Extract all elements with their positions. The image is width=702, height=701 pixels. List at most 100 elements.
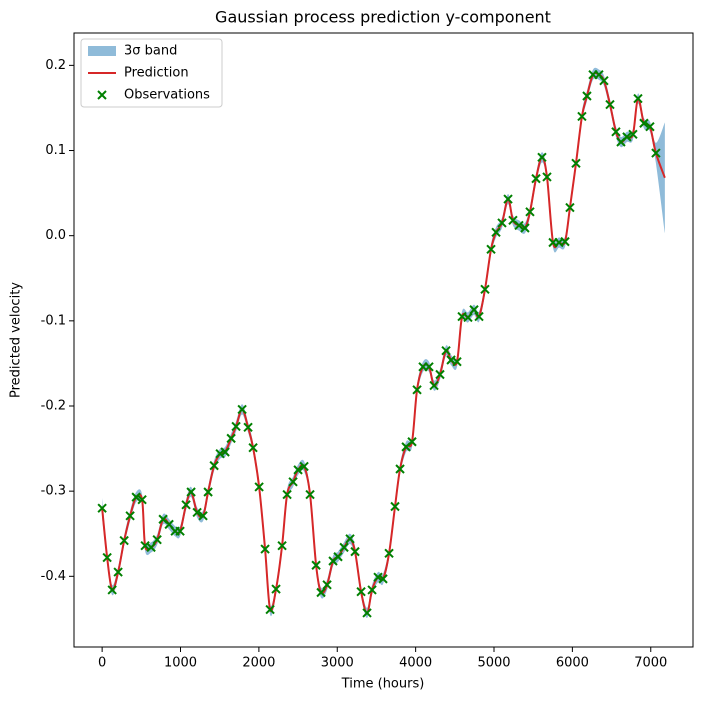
y-tick-label: -0.1 [41, 313, 66, 328]
observation [480, 284, 490, 295]
observation [293, 465, 303, 475]
observation [605, 99, 615, 110]
legend-swatch [97, 90, 107, 100]
observation [277, 540, 287, 551]
observation [395, 464, 405, 474]
observation [288, 477, 298, 487]
observation [571, 158, 581, 169]
plot-frame [73, 32, 694, 648]
observation [316, 587, 326, 598]
observation [469, 305, 479, 315]
y-tick-label: -0.3 [41, 484, 66, 499]
observation [651, 148, 661, 158]
observation [226, 433, 236, 444]
observation [181, 500, 191, 510]
observation [582, 91, 592, 101]
observation [282, 489, 292, 500]
observation [531, 173, 541, 184]
observation [192, 507, 202, 518]
y-tick-label: -0.2 [41, 398, 66, 413]
observation [424, 362, 434, 372]
observation [248, 443, 258, 453]
observation [271, 584, 281, 594]
observation [633, 93, 643, 104]
observation [131, 492, 141, 502]
observation [198, 511, 208, 521]
observation [345, 534, 355, 544]
y-axis-label: Predicted velocity [9, 282, 24, 398]
observation [146, 542, 156, 553]
observation [542, 172, 552, 182]
legend-label: Prediction [124, 66, 189, 81]
x-tick-label: 6000 [556, 656, 589, 671]
observation [350, 546, 360, 557]
observation [260, 544, 270, 554]
observation [231, 421, 241, 432]
observation [599, 75, 609, 86]
legend-box [80, 38, 223, 108]
legend-label: Observations [124, 88, 210, 103]
observation [152, 534, 162, 545]
y-tick-label: 0.1 [45, 143, 66, 158]
observation [429, 380, 439, 391]
x-tick-label: 7000 [634, 656, 667, 671]
observation [537, 152, 547, 163]
observation [220, 447, 230, 457]
observation [452, 357, 462, 367]
observation [356, 586, 366, 597]
observation [384, 548, 394, 559]
observation [137, 494, 147, 505]
observation [474, 311, 484, 322]
observation [390, 501, 400, 512]
observation [407, 437, 417, 447]
observation [441, 345, 451, 356]
x-tick-label: 1000 [164, 656, 197, 671]
observation [611, 127, 621, 137]
observation [378, 574, 388, 584]
observation [186, 487, 196, 497]
observation [565, 202, 575, 213]
observation [333, 552, 343, 562]
observation [311, 560, 321, 570]
observation [119, 535, 129, 546]
y-tick-label: 0.0 [45, 228, 66, 243]
observation [107, 585, 117, 595]
legend-swatch [88, 46, 116, 56]
x-tick-label: 2000 [242, 656, 275, 671]
x-tick-label: 4000 [399, 656, 432, 671]
x-tick-label: 3000 [321, 656, 354, 671]
observation [113, 567, 123, 577]
observation [497, 218, 507, 228]
observation [243, 422, 253, 432]
observation [209, 460, 219, 471]
observation [367, 585, 377, 595]
observation [97, 503, 107, 513]
observation [503, 194, 513, 204]
x-axis-label: Time (hours) [341, 677, 425, 692]
observation [628, 129, 638, 140]
observation [237, 404, 247, 415]
observation [254, 482, 264, 492]
observation [463, 312, 473, 323]
observation [639, 118, 649, 128]
x-tick-label: 5000 [477, 656, 510, 671]
observation [525, 207, 535, 217]
observation [175, 526, 185, 536]
legend-label: 3σ band [124, 44, 177, 59]
observation [622, 132, 632, 142]
observation [299, 461, 309, 472]
observation [125, 511, 135, 521]
observation [322, 580, 332, 590]
observation [520, 223, 530, 233]
observation [577, 111, 587, 122]
observation [265, 604, 275, 615]
observation [435, 369, 445, 380]
observation [102, 552, 112, 563]
observation [514, 220, 524, 231]
observation [339, 542, 349, 553]
y-tick-label: -0.4 [41, 569, 66, 584]
observation [362, 608, 372, 618]
y-tick-label: 0.2 [45, 58, 66, 73]
observation [203, 487, 213, 497]
